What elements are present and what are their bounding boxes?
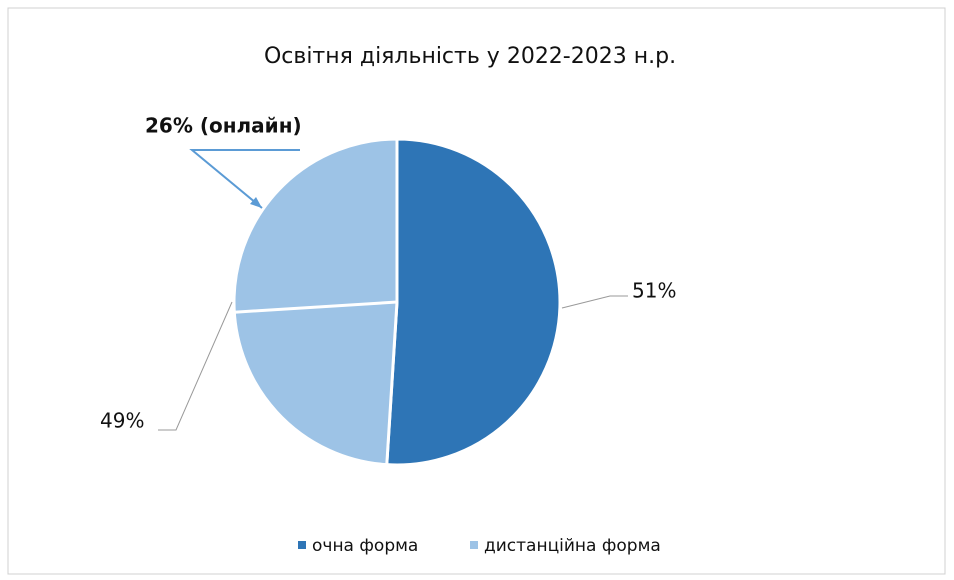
pie-slice bbox=[385, 137, 562, 467]
annotation-arrow bbox=[189, 149, 300, 209]
pie-slice bbox=[232, 137, 399, 467]
chart-title: Освітня діяльність у 2022-2023 н.р. bbox=[264, 44, 676, 69]
legend-label: дистанційна форма bbox=[484, 536, 661, 556]
slice-divider bbox=[234, 300, 398, 314]
data-label: 49% bbox=[100, 409, 144, 433]
arrow-head bbox=[250, 197, 262, 208]
leader-line bbox=[158, 301, 233, 431]
legend-label: очна форма bbox=[312, 536, 418, 556]
legend-swatch bbox=[298, 541, 306, 549]
legend-swatch bbox=[470, 541, 478, 549]
data-label: 51% bbox=[632, 279, 676, 303]
leader-line bbox=[561, 295, 628, 309]
annotation: 26% (онлайн) bbox=[145, 114, 302, 138]
